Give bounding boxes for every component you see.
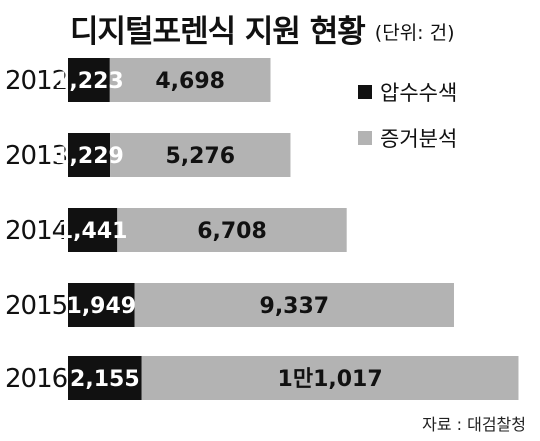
chart-title: 디지털포렌식 지원 현황 xyxy=(70,14,366,50)
tick-label-2016: 2016 xyxy=(5,364,67,394)
data-label-증거분석-2014: 6,708 xyxy=(197,219,267,244)
data-label-압수수색-2012: 1,223 xyxy=(54,69,124,94)
tick-label-2015: 2015 xyxy=(5,291,67,321)
data-label-압수수색-2014: 1,441 xyxy=(58,219,128,244)
legend-swatch-증거분석 xyxy=(358,131,372,145)
data-label-증거분석-2012: 4,698 xyxy=(155,69,225,94)
bar-증거분석-2016 xyxy=(141,356,519,400)
chart-title-block: 디지털포렌식 지원 현황 (단위: 건) xyxy=(70,6,455,51)
data-label-압수수색-2013: 1,229 xyxy=(54,144,124,169)
bar-증거분석-2012 xyxy=(109,58,271,102)
source-note: 자료 : 대검찰청 xyxy=(422,415,526,434)
legend-label-증거분석: 증거분석 xyxy=(380,127,457,151)
bar-압수수색-2013 xyxy=(68,133,111,177)
bar-압수수색-2016 xyxy=(68,356,142,400)
legend-swatch-압수수색 xyxy=(358,85,372,99)
data-label-증거분석-2015: 9,337 xyxy=(260,294,330,319)
tick-label-2014: 2014 xyxy=(5,216,68,246)
bar-증거분석-2013 xyxy=(110,133,291,177)
bar-압수수색-2014 xyxy=(68,208,118,252)
unit-note: (단위: 건) xyxy=(374,22,455,44)
data-label-압수수색-2015: 1,949 xyxy=(67,294,137,319)
tick-label-2012: 2012 xyxy=(5,66,67,96)
bar-압수수색-2012 xyxy=(68,58,110,102)
tick-label-2013: 2013 xyxy=(5,141,67,171)
bar-증거분석-2015 xyxy=(134,283,454,327)
data-label-증거분석-2013: 5,276 xyxy=(165,144,235,169)
legend-label-압수수색: 압수수색 xyxy=(380,81,457,105)
bar-압수수색-2015 xyxy=(68,283,135,327)
data-label-증거분석-2016: 1만1,017 xyxy=(278,367,383,392)
bar-증거분석-2014 xyxy=(117,208,347,252)
data-label-압수수색-2016: 2,155 xyxy=(70,367,140,392)
